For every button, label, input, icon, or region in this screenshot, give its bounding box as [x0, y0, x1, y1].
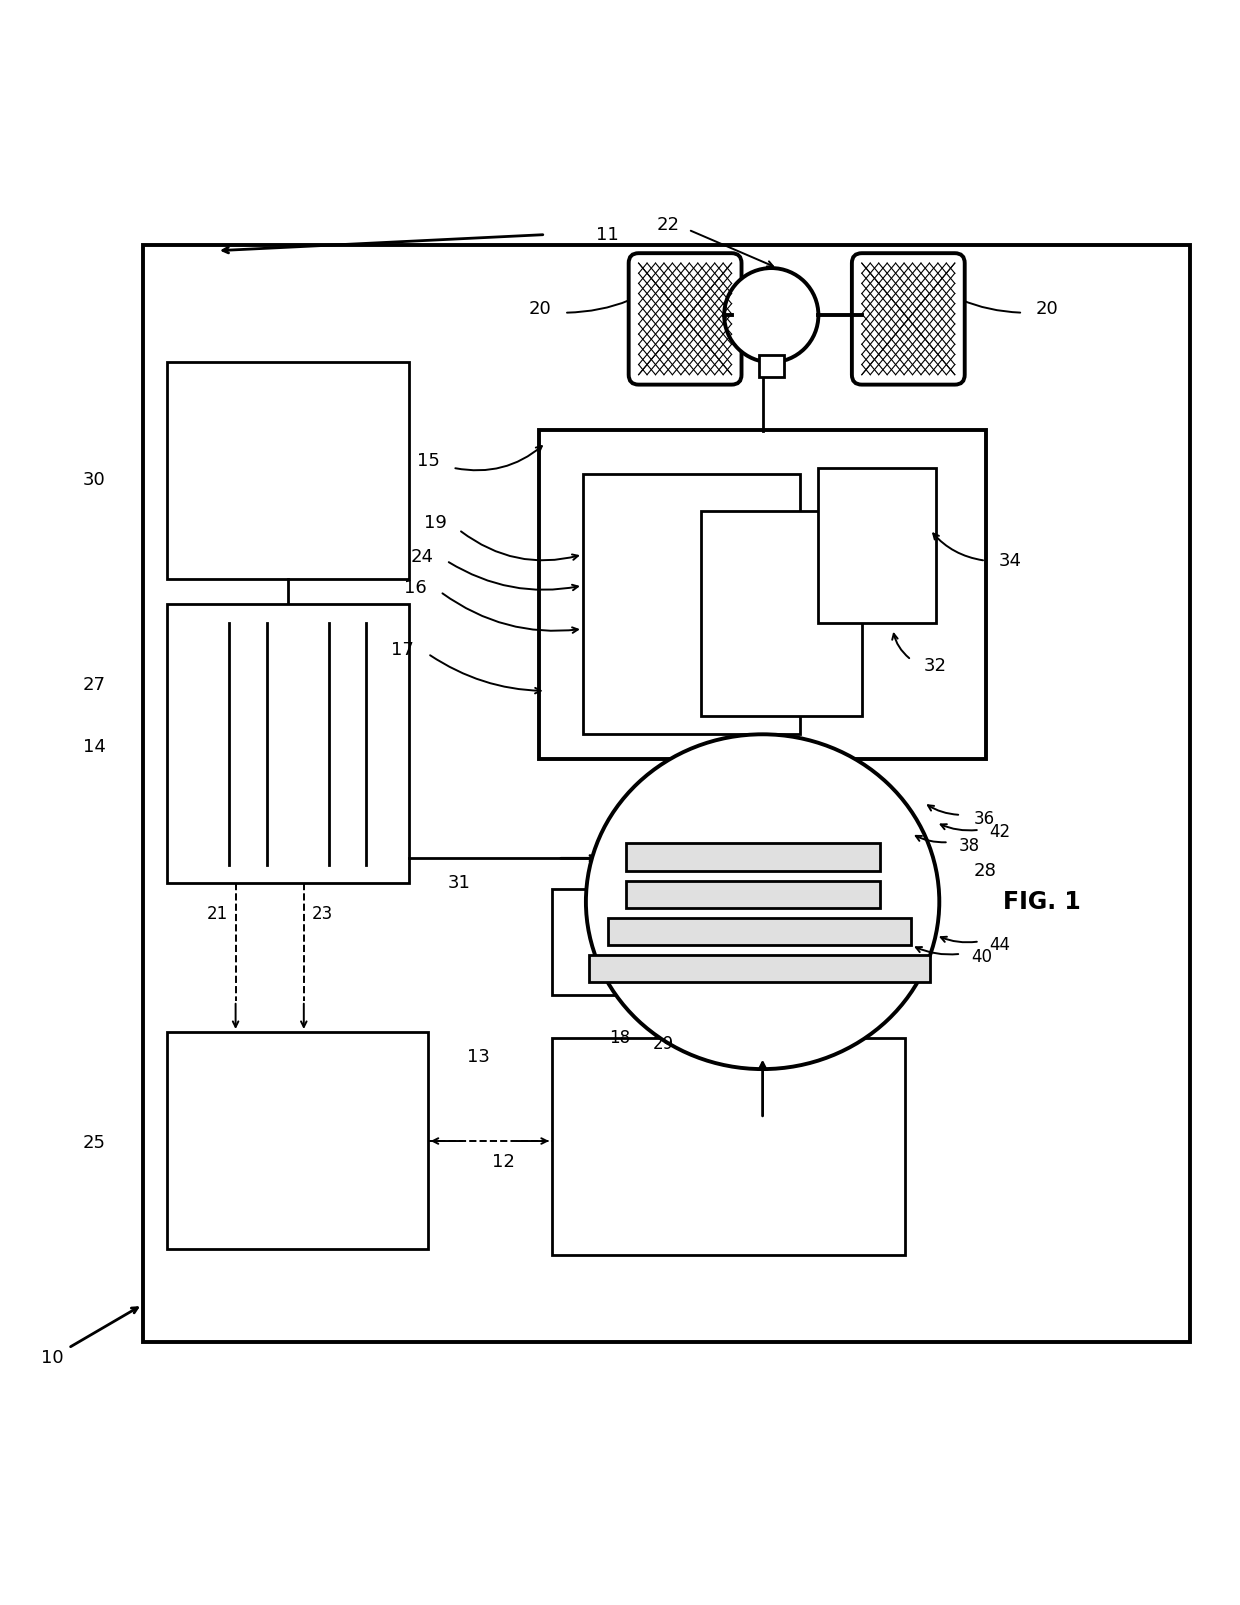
Bar [626, 843, 880, 870]
Bar [583, 473, 800, 735]
Bar [167, 603, 409, 883]
Text: 10: 10 [41, 1350, 63, 1367]
Bar [701, 510, 862, 716]
Bar [167, 1032, 428, 1249]
Text: 14: 14 [83, 738, 105, 756]
Text: 34: 34 [998, 552, 1022, 570]
Text: 44: 44 [990, 936, 1011, 953]
Circle shape [724, 268, 818, 363]
Text: 13: 13 [467, 1048, 490, 1066]
Text: 20: 20 [529, 300, 552, 318]
Text: FIG. 1: FIG. 1 [1003, 889, 1080, 913]
Text: 15: 15 [418, 453, 440, 470]
Bar [608, 918, 911, 945]
Text: 19: 19 [424, 515, 446, 533]
Text: 22: 22 [656, 215, 680, 234]
Text: 12: 12 [492, 1152, 515, 1172]
Text: 27: 27 [82, 676, 105, 693]
Text: 38: 38 [959, 836, 980, 855]
Text: 16: 16 [404, 579, 427, 597]
Text: 25: 25 [82, 1135, 105, 1152]
Text: 29: 29 [652, 1035, 675, 1053]
Bar [539, 430, 986, 759]
Text: 28: 28 [973, 862, 996, 880]
Text: 20: 20 [1035, 300, 1058, 318]
Bar [167, 363, 409, 579]
Bar [759, 355, 784, 377]
Bar [589, 955, 930, 982]
Bar [143, 244, 1190, 1342]
Text: 21: 21 [206, 905, 228, 923]
Text: 30: 30 [83, 472, 105, 490]
Text: 40: 40 [971, 949, 992, 966]
Ellipse shape [587, 735, 940, 1069]
Text: 26: 26 [608, 942, 629, 960]
Text: 23: 23 [311, 905, 334, 923]
Text: 36: 36 [973, 809, 994, 828]
FancyBboxPatch shape [852, 254, 965, 385]
Bar [818, 467, 936, 623]
Bar [552, 889, 905, 995]
Bar [626, 881, 880, 908]
Text: 42: 42 [990, 823, 1011, 841]
Text: 17: 17 [392, 640, 414, 660]
Bar [837, 480, 918, 599]
Text: 32: 32 [924, 656, 947, 676]
FancyBboxPatch shape [629, 254, 742, 385]
Bar [552, 1038, 905, 1255]
Text: 24: 24 [410, 547, 434, 567]
Text: 11: 11 [596, 226, 619, 244]
Text: 31: 31 [448, 875, 470, 892]
Text: 18: 18 [609, 1029, 631, 1046]
